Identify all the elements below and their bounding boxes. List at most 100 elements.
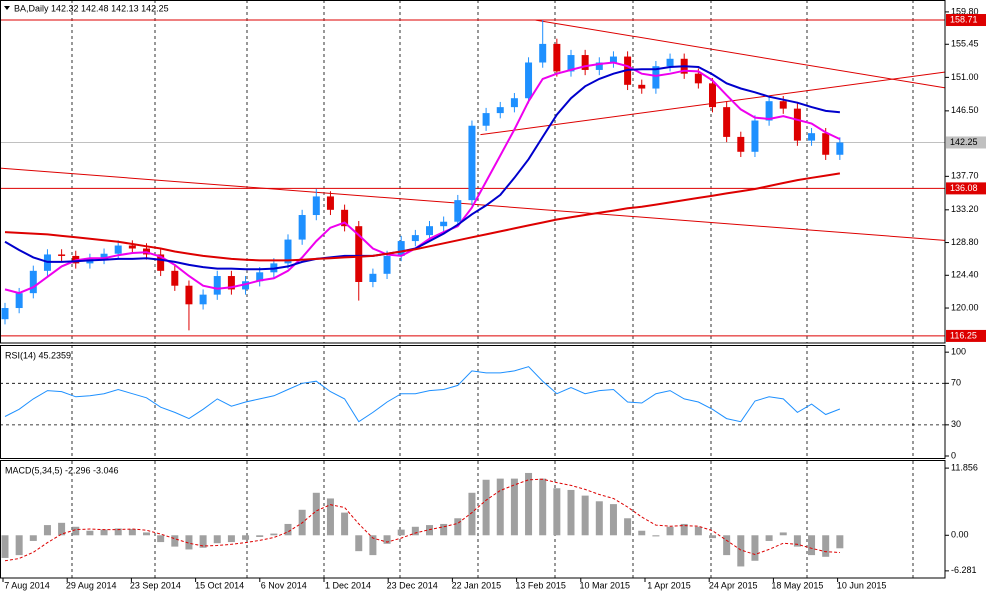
- price-panel: [0, 19, 945, 337]
- moving-average: [4, 65, 840, 271]
- candle-body: [510, 98, 518, 108]
- macd-bar: [751, 535, 759, 561]
- axes: 159.80 155.45 151.00 146.50 137.70 133.20 128.…: [2, 6, 986, 590]
- x-tick-label: 10 Mar 2015: [580, 580, 631, 590]
- macd-bar: [383, 535, 391, 544]
- macd-bar: [567, 489, 575, 536]
- rsi-panel: [0, 366, 945, 426]
- macd-bar: [581, 495, 589, 536]
- macd-bar: [355, 535, 363, 552]
- candle-body: [836, 142, 844, 155]
- price-label: 158.71: [950, 14, 978, 24]
- macd-bar: [397, 529, 405, 536]
- macd-bar: [29, 535, 37, 541]
- trend-line: [535, 19, 945, 89]
- panel-border: [0, 345, 946, 459]
- macd-bar: [270, 533, 278, 536]
- macd-bar: [652, 535, 660, 537]
- rsi-title: RSI(14) 45.2359: [5, 350, 71, 360]
- price-label: 116.25: [950, 330, 977, 340]
- macd-bar: [793, 535, 801, 547]
- candle-body: [567, 55, 575, 72]
- macd-bar: [666, 526, 674, 536]
- macd-bar: [72, 526, 80, 536]
- candle-body: [397, 241, 405, 256]
- y-tick-label: 100: [951, 347, 966, 357]
- rsi-line: [4, 366, 841, 423]
- macd-bar: [199, 535, 207, 548]
- x-tick-label: 22 Jan 2015: [452, 580, 502, 590]
- candle-body: [765, 101, 773, 121]
- candle-body: [694, 73, 702, 84]
- candle-body: [58, 254, 66, 256]
- y-tick-label: 70: [951, 378, 961, 388]
- candle-body: [737, 136, 745, 152]
- grid: [71, 0, 914, 578]
- macd-bar: [100, 529, 108, 536]
- y-tick-label: 0: [951, 450, 956, 460]
- panel-border: [0, 460, 946, 579]
- macd-bar: [440, 523, 448, 536]
- candle-body: [227, 276, 235, 290]
- macd-bar: [86, 530, 94, 536]
- macd-bar: [808, 535, 816, 556]
- candle-body: [298, 215, 306, 240]
- candle-body: [793, 108, 801, 141]
- y-tick-label: 120.00: [951, 302, 979, 312]
- macd-panel: [1, 472, 844, 567]
- y-tick-label: 30: [951, 419, 961, 429]
- candle-body: [652, 66, 660, 89]
- candle-body: [723, 107, 731, 137]
- price-label-box: [946, 136, 986, 149]
- macd-bar: [128, 529, 136, 536]
- x-tick-label: 6 Nov 2014: [261, 580, 307, 590]
- x-tick-label: 23 Dec 2014: [387, 580, 438, 590]
- x-tick-label: 13 Feb 2015: [515, 580, 566, 590]
- x-tick-label: 23 Sep 2014: [130, 580, 181, 590]
- macd-bar: [737, 535, 745, 567]
- x-tick-label: 7 Aug 2014: [4, 580, 50, 590]
- candle-body: [1, 308, 9, 320]
- macd-bar: [15, 535, 23, 556]
- x-tick-label: 15 Oct 2014: [195, 580, 244, 590]
- moving-average: [4, 61, 841, 295]
- candle-body: [213, 276, 221, 295]
- chart-title: BA,Daily 142.32 142.48 142.13 142.25: [14, 3, 169, 13]
- macd-bar: [242, 535, 250, 540]
- macd-bar: [157, 535, 165, 543]
- macd-bar: [1, 535, 9, 558]
- candle-body: [326, 196, 334, 210]
- candle-body: [312, 196, 320, 216]
- x-tick-label: 1 Apr 2015: [647, 580, 691, 590]
- price-label-box: [946, 182, 986, 195]
- x-tick-label: 24 Apr 2015: [709, 580, 758, 590]
- menu-arrow: [4, 6, 10, 10]
- y-tick-label: 124.40: [951, 270, 979, 280]
- macd-bar: [496, 478, 504, 536]
- candle-body: [496, 107, 504, 114]
- candle-body: [114, 245, 122, 254]
- candle-body: [581, 55, 589, 70]
- candle-body: [157, 254, 165, 271]
- y-tick-label: 133.20: [951, 204, 979, 214]
- candle-body: [383, 255, 391, 274]
- price-label: 136.08: [950, 183, 978, 193]
- candle-body: [779, 101, 787, 109]
- y-tick-label: -6.281: [951, 565, 977, 575]
- macd-bar: [723, 535, 731, 556]
- candle-body: [199, 294, 207, 305]
- x-tick-label: 1 Dec 2014: [325, 580, 371, 590]
- candle-body: [185, 285, 193, 305]
- candle-body: [100, 253, 108, 259]
- candle-body: [822, 133, 830, 155]
- candle-body: [482, 113, 490, 126]
- candle-body: [609, 56, 617, 63]
- candle-body: [595, 62, 603, 70]
- candle-body: [666, 58, 674, 67]
- candle-body: [256, 272, 264, 282]
- candle-body: [751, 120, 759, 152]
- candle-body: [15, 293, 23, 309]
- macd-bar: [595, 501, 603, 536]
- candle-body: [411, 235, 419, 242]
